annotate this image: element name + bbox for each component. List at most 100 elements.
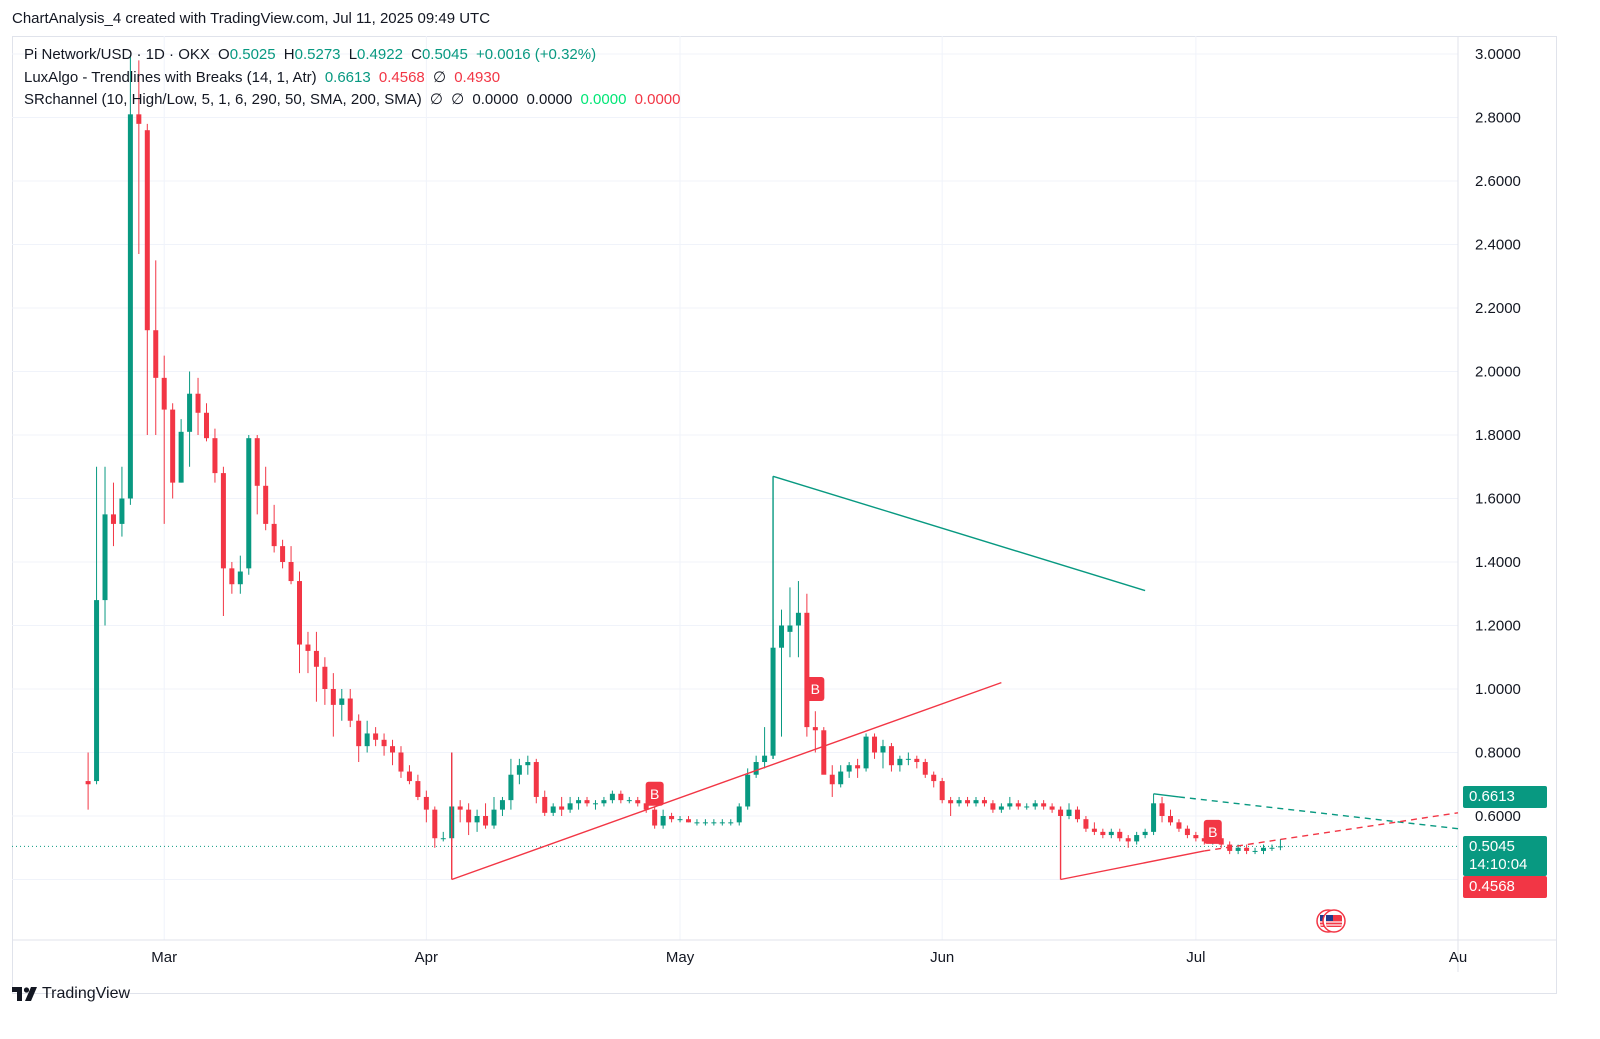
candle-body-down (1100, 831, 1106, 836)
candle-body-down (153, 330, 159, 378)
trendline (772, 475, 1146, 592)
trendline (1153, 793, 1180, 798)
srchannel-value-2: 0.0000 (526, 91, 573, 108)
candle-body-up (94, 600, 100, 782)
last-price-value: 0.5045 (1469, 838, 1515, 855)
candle-body-down (373, 733, 379, 740)
candle-body-down (922, 762, 928, 775)
candle-body-down (829, 774, 835, 785)
candle-body-up (187, 393, 193, 432)
candle-body-down (330, 689, 336, 705)
legend-close: 0.5045 (421, 46, 468, 63)
srchannel-value-3: 0.0000 (580, 91, 627, 108)
candle-body-down (990, 803, 996, 810)
candle-body-down (457, 806, 463, 810)
price-axis-tick-label: 1.0000 (1475, 681, 1521, 698)
candle-body-down (356, 720, 362, 747)
candle-body-down (390, 746, 396, 753)
candle-body-down (483, 816, 489, 826)
break-label-badge (645, 781, 664, 806)
price-axis-tick-label: 0.8000 (1475, 745, 1521, 762)
candle-body-down (821, 730, 827, 775)
candle-body-down (432, 809, 438, 839)
candle-body-up (1032, 803, 1038, 807)
legend-srchannel: SRchannel (10, High/Low, 5, 1, 6, 290, 5… (24, 90, 684, 108)
candle-body-up (762, 755, 768, 763)
price-axis-tick-label: 1.8000 (1475, 427, 1521, 444)
candle-body-down (542, 796, 548, 813)
candle-body-up (550, 806, 556, 813)
candle-body-down (212, 438, 218, 474)
legend-low: 0.4922 (357, 46, 403, 63)
empty-set-icon: ∅ (451, 91, 465, 108)
candle-body-down (872, 736, 878, 753)
srchannel-name[interactable]: SRchannel (10, High/Low, 5, 1, 6, 290, 5… (24, 91, 422, 108)
candle-body-down (347, 698, 353, 721)
candle-body-up (787, 625, 793, 632)
price-axis-tick-label: 2.8000 (1475, 110, 1521, 127)
candle-body-down (1117, 831, 1123, 839)
price-axis-tick-label: 2.2000 (1475, 300, 1521, 317)
candle-body-down (1015, 803, 1021, 807)
candle-body-down (271, 523, 277, 547)
luxalgo-name[interactable]: LuxAlgo - Trendlines with Breaks (14, 1,… (24, 69, 317, 86)
tradingview-logo-icon (12, 987, 37, 1001)
candle-body-up (508, 774, 514, 801)
trendline (1060, 850, 1205, 881)
candle-body-down (804, 612, 810, 728)
legend-luxalgo: LuxAlgo - Trendlines with Breaks (14, 1,… (24, 68, 504, 86)
time-axis-tick-label: May (666, 949, 695, 966)
candle-body-down (1049, 806, 1055, 810)
candle-body-down (288, 562, 294, 582)
candle-body-up (178, 431, 184, 483)
candle-body-down (635, 800, 641, 804)
candle-body-down (914, 758, 920, 763)
legend-symbol[interactable]: Pi Network/USD · 1D · OKX (24, 46, 210, 63)
candle-body-up (339, 698, 345, 705)
legend-high-label: H (283, 46, 295, 63)
candle-body-up (998, 806, 1004, 810)
candle-body-down (1193, 835, 1199, 839)
candle-body-down (948, 800, 954, 804)
legend-close-label: C (411, 46, 422, 63)
lower-trendline-price-tag: 0.4568 (1463, 876, 1547, 898)
candle-body-up (1134, 835, 1140, 842)
candle-body-down (305, 644, 311, 651)
candle-body-up (1108, 831, 1114, 836)
candle-body-down (1159, 803, 1165, 816)
candle-body-down (1041, 803, 1047, 807)
candle-body-down (931, 774, 937, 782)
candle-body-up (246, 438, 252, 569)
time-axis-tick-label: Au (1449, 949, 1467, 966)
luxalgo-third-value: 0.4930 (454, 69, 501, 86)
candle-body-down (263, 485, 269, 524)
candle-body-up (1151, 803, 1157, 832)
time-axis-tick-label: Apr (415, 949, 438, 966)
tradingview-logo[interactable]: TradingView (12, 985, 130, 1003)
candle-body-down (888, 746, 894, 766)
candle-body-down (322, 666, 328, 689)
break-label-text: B (650, 786, 659, 802)
candle-body-up (846, 765, 852, 772)
candle-body-up (728, 822, 734, 824)
candle-body-up (956, 800, 962, 804)
candle-body-up (1142, 831, 1148, 836)
candle-body-down (398, 752, 404, 772)
candle-body-down (423, 796, 429, 810)
empty-set-icon: ∅ (432, 69, 447, 86)
srchannel-value-4: 0.0000 (634, 91, 681, 108)
candle-body-up (711, 822, 717, 824)
candle-body-down (652, 809, 658, 826)
legend-open: 0.5025 (229, 46, 276, 63)
candle-body-up (474, 816, 480, 823)
candle-body-up (779, 625, 785, 648)
us-flag-event-icon (1326, 915, 1333, 921)
candle-body-down (1244, 847, 1250, 851)
candle-body-up (736, 806, 742, 823)
candle-body-up (1269, 847, 1275, 849)
candle-body-down (1091, 828, 1097, 832)
candle-body-down (1083, 819, 1089, 829)
candle-body-down (812, 727, 818, 731)
candle-body-up (626, 800, 632, 802)
